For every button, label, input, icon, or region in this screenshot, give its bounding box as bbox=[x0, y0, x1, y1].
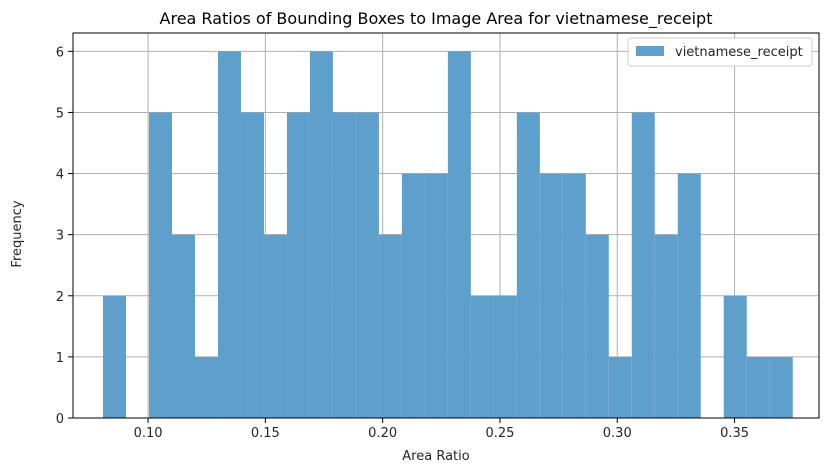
plot-frame bbox=[72, 32, 820, 419]
histogram-bar bbox=[746, 356, 770, 418]
histogram-bar bbox=[103, 295, 127, 418]
histogram-bar bbox=[149, 112, 172, 418]
x-tick-label: 0.10 bbox=[134, 426, 163, 441]
histogram-bar bbox=[723, 295, 747, 418]
y-tick-label: 2 bbox=[56, 290, 64, 305]
histogram-bar bbox=[493, 295, 517, 418]
histogram-bar bbox=[355, 112, 379, 418]
y-tick-label: 5 bbox=[56, 106, 64, 121]
x-axis-label: Area Ratio bbox=[402, 449, 469, 464]
histogram-bar bbox=[286, 112, 310, 418]
histogram-bar bbox=[194, 356, 218, 418]
histogram-bar bbox=[516, 112, 540, 418]
histogram-bar bbox=[309, 51, 333, 418]
histogram-bar bbox=[447, 51, 471, 418]
y-tick-label: 3 bbox=[56, 229, 64, 244]
histogram-bar bbox=[424, 173, 448, 418]
y-axis-label: Frequency bbox=[10, 200, 25, 267]
histogram-bar bbox=[378, 234, 402, 418]
bars bbox=[103, 51, 793, 418]
y-tick-label: 6 bbox=[56, 45, 64, 60]
y-tick-label: 0 bbox=[56, 412, 64, 427]
histogram-bar bbox=[470, 295, 494, 418]
y-tick-label: 1 bbox=[56, 351, 64, 366]
legend-swatch bbox=[636, 46, 664, 56]
x-tick-label: 0.20 bbox=[368, 426, 397, 441]
legend-label: vietnamese_receipt bbox=[675, 45, 803, 60]
histogram-bar bbox=[608, 356, 632, 418]
x-tick-label: 0.35 bbox=[720, 426, 749, 441]
legend-frame bbox=[627, 37, 813, 67]
histogram-bar bbox=[217, 51, 241, 418]
y-axis-ticks: 0 1 2 3 4 5 6 bbox=[56, 45, 73, 427]
histogram-bar bbox=[171, 234, 195, 418]
histogram-bar bbox=[332, 112, 356, 418]
y-tick-label: 4 bbox=[56, 168, 64, 183]
histogram-bar bbox=[240, 112, 264, 418]
x-tick-label: 0.15 bbox=[251, 426, 280, 441]
x-tick-label: 0.25 bbox=[485, 426, 514, 441]
histogram-bar bbox=[562, 173, 586, 418]
histogram-bar bbox=[631, 112, 655, 418]
x-tick-label: 0.30 bbox=[603, 426, 632, 441]
x-axis-ticks: 0.10 0.15 0.20 0.25 0.30 0.35 bbox=[134, 418, 749, 441]
histogram-bar bbox=[585, 234, 609, 418]
histogram-bar bbox=[401, 173, 425, 418]
histogram-bar bbox=[539, 173, 563, 418]
histogram-bar bbox=[769, 356, 793, 418]
chart-title: Area Ratios of Bounding Boxes to Image A… bbox=[160, 9, 713, 29]
histogram-bar bbox=[263, 234, 287, 418]
histogram-bar bbox=[654, 234, 678, 418]
histogram-bar bbox=[677, 173, 701, 418]
legend: vietnamese_receipt bbox=[627, 37, 813, 67]
